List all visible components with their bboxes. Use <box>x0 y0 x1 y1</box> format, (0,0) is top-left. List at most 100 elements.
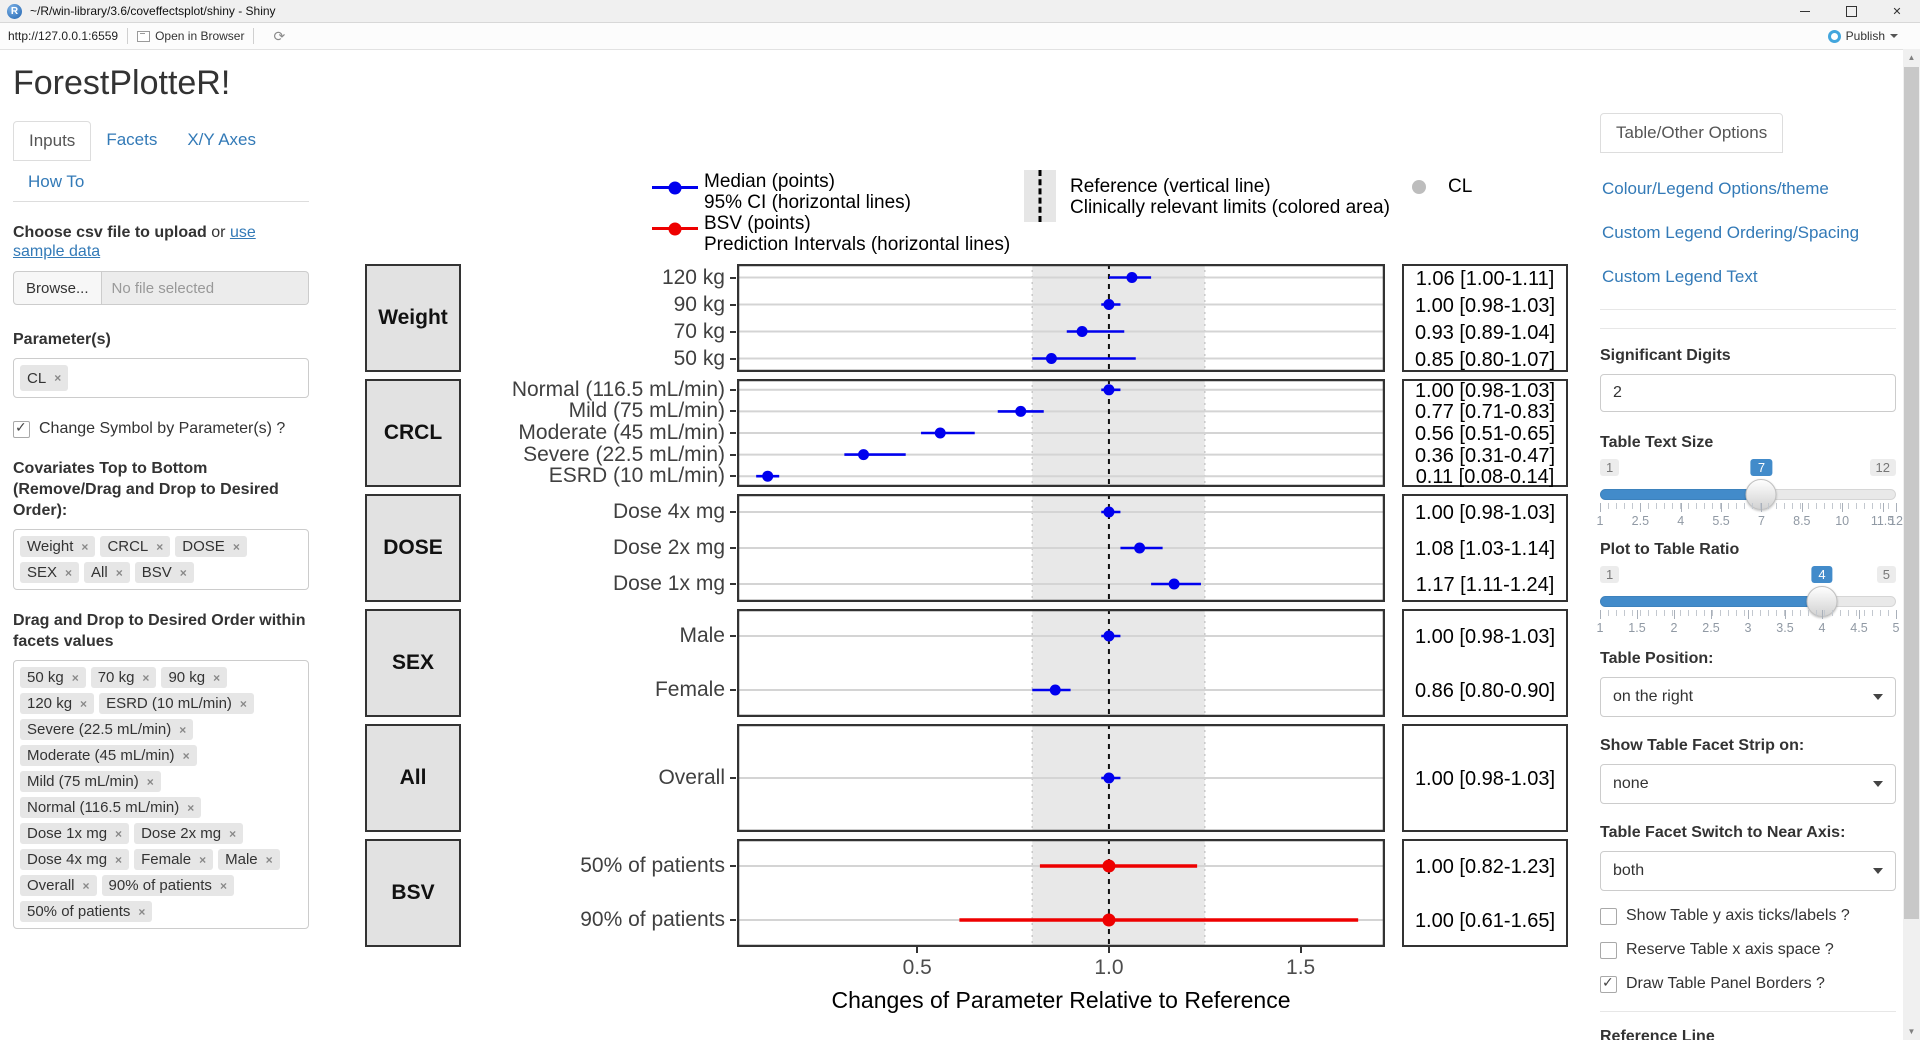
tag-remove-icon[interactable]: × <box>179 722 187 737</box>
tab-xy-axes[interactable]: X/Y Axes <box>187 130 257 149</box>
covariates-select[interactable]: Weight × CRCL × DOSE × SEX × All × BSV × <box>13 529 309 590</box>
facet-strip-label: Show Table Facet Strip on: <box>1600 737 1805 754</box>
tag-remove-icon[interactable]: × <box>232 539 240 554</box>
tab-facets[interactable]: Facets <box>106 130 158 149</box>
median-point <box>1103 630 1115 642</box>
tag-remove-icon[interactable]: × <box>138 904 146 919</box>
facet-value-tag[interactable]: Overall × <box>20 875 97 896</box>
rightbar-link-2[interactable]: Custom Legend Text <box>1602 267 1758 286</box>
tag-remove-icon[interactable]: × <box>265 852 273 867</box>
parameters-select[interactable]: CL × <box>13 358 309 398</box>
facet-value-tag[interactable]: 120 kg × <box>20 693 95 714</box>
tag-remove-icon[interactable]: × <box>229 826 237 841</box>
tag-remove-icon[interactable]: × <box>156 539 164 554</box>
facet-value-tag[interactable]: Dose 2x mg × <box>134 823 244 844</box>
table-text-size-slider[interactable]: 1 2.5 4 5.5 7 8.5 10 11.5 12 1 12 7 <box>1597 459 1903 531</box>
publish-button[interactable]: Publish <box>1845 29 1885 43</box>
slider-tick-label: 5.5 <box>1712 514 1730 528</box>
scroll-up-icon[interactable]: ▲ <box>1907 53 1916 62</box>
option-checkbox[interactable] <box>1600 974 1617 993</box>
open-in-browser-button[interactable]: Open in Browser <box>155 29 245 43</box>
covariate-tag[interactable]: SEX × <box>20 562 80 583</box>
open-in-browser-icon <box>137 30 151 42</box>
use-sample-data-link[interactable]: use sample data <box>13 224 256 260</box>
option-checkbox[interactable] <box>1600 941 1617 959</box>
facet-value-tag[interactable]: Mild (75 mL/min) × <box>20 771 161 792</box>
covariate-tag[interactable]: BSV × <box>134 562 194 583</box>
scrollbar-thumb[interactable] <box>1904 67 1919 919</box>
tag-remove-icon[interactable]: × <box>115 565 123 580</box>
facet-value-tag[interactable]: Male × <box>218 849 280 870</box>
vertical-scrollbar[interactable]: ▲ ▼ <box>1903 49 1920 1040</box>
plot-table-ratio-slider[interactable]: 1 1.5 2 2.5 3 3.5 4 4.5 5 1 5 4 <box>1597 566 1899 638</box>
option-checkbox[interactable] <box>1600 907 1617 925</box>
tag-remove-icon[interactable]: × <box>54 371 62 385</box>
publish-caret-icon[interactable] <box>1890 34 1898 38</box>
maximize-button[interactable] <box>1828 0 1874 22</box>
tag-remove-icon[interactable]: × <box>81 539 89 554</box>
median-point <box>1168 578 1180 590</box>
median-point <box>1103 299 1115 310</box>
tag-remove-icon[interactable]: × <box>213 670 221 685</box>
facet-value-tag[interactable]: Normal (116.5 mL/min) × <box>20 797 202 818</box>
tag-remove-icon[interactable]: × <box>187 800 195 815</box>
covariate-tag[interactable]: DOSE × <box>175 536 247 557</box>
tag-remove-icon[interactable]: × <box>142 670 150 685</box>
tab-table-other-options[interactable]: Table/Other Options <box>1600 113 1784 153</box>
tag-remove-icon[interactable]: × <box>82 878 90 893</box>
tag-remove-icon[interactable]: × <box>179 565 187 580</box>
tab-inputs[interactable]: Inputs <box>13 121 92 161</box>
legend-median-points: Median (points) <box>704 171 835 192</box>
facet-switch-select[interactable]: both <box>1600 851 1896 891</box>
tag-remove-icon[interactable]: × <box>199 852 207 867</box>
change-symbol-checkbox[interactable] <box>13 419 30 438</box>
facet-value-tag[interactable]: Severe (22.5 mL/min) × <box>20 719 194 740</box>
minimize-button[interactable] <box>1782 0 1828 22</box>
tab-how-to[interactable]: How To <box>28 172 85 191</box>
tag-remove-icon[interactable]: × <box>115 852 123 867</box>
rightbar-link-0[interactable]: Colour/Legend Options/theme <box>1602 179 1829 198</box>
facet-value-tag[interactable]: ESRD (10 mL/min) × <box>99 693 254 714</box>
facet-values-select[interactable]: 50 kg × 70 kg × 90 kg × 120 kg × ESRD (10 mL/min… <box>13 660 309 929</box>
rightbar-link-1[interactable]: Custom Legend Ordering/Spacing <box>1602 223 1860 242</box>
significant-digits-input[interactable]: 2 <box>1600 374 1896 412</box>
tag-remove-icon[interactable]: × <box>71 670 79 685</box>
covariate-tag[interactable]: All × <box>84 562 130 583</box>
facet-value-tag[interactable]: 70 kg × <box>90 667 157 688</box>
facet-value-tag[interactable]: 50 kg × <box>20 667 86 688</box>
refresh-icon[interactable]: ⟳ <box>273 27 286 44</box>
covariate-tag[interactable]: Weight × <box>20 536 96 557</box>
facet-strip-select[interactable]: none <box>1600 764 1896 804</box>
parameter-tag[interactable]: CL × <box>20 365 69 391</box>
tag-remove-icon[interactable]: × <box>239 696 247 711</box>
facet-value-tag[interactable]: 50% of patients × <box>20 901 153 922</box>
covariate-tag[interactable]: CRCL × <box>100 536 171 557</box>
facet-value-tag[interactable]: 90 kg × <box>161 667 228 688</box>
facet-value-tag[interactable]: Moderate (45 mL/min) × <box>20 745 197 766</box>
facet-value-tag[interactable]: Dose 4x mg × <box>20 849 130 870</box>
x-axis-tick <box>916 947 919 953</box>
scroll-down-icon[interactable]: ▼ <box>1907 1027 1916 1036</box>
median-point <box>1049 684 1061 696</box>
tag-remove-icon[interactable]: × <box>182 748 190 763</box>
tag-remove-icon[interactable]: × <box>146 774 154 789</box>
table-value: 1.00 [0.98-1.03] <box>1414 294 1556 317</box>
tag-remove-icon[interactable]: × <box>219 878 227 893</box>
facet-value-tag[interactable]: Dose 1x mg × <box>20 823 130 844</box>
facet-value-tag[interactable]: 90% of patients × <box>101 875 234 896</box>
facet-value-tag[interactable]: Female × <box>134 849 214 870</box>
tag-remove-icon[interactable]: × <box>80 696 88 711</box>
browse-button[interactable]: Browse... <box>13 271 102 305</box>
slider-tick-label: 2.5 <box>1631 514 1650 528</box>
close-button[interactable]: ✕ <box>1892 5 1902 18</box>
forest-panel-all <box>737 724 1385 832</box>
tag-remove-icon[interactable]: × <box>65 565 73 580</box>
facet-strip-dose: DOSE <box>365 494 461 602</box>
toolbar-separator <box>127 28 129 44</box>
table-position-select[interactable]: on the right <box>1600 677 1896 717</box>
slider-tick <box>1600 503 1601 512</box>
table-value: 1.00 [0.82-1.23] <box>1414 856 1556 878</box>
y-axis-tick <box>730 635 736 637</box>
slider-tick <box>1785 610 1786 619</box>
tag-remove-icon[interactable]: × <box>115 826 123 841</box>
